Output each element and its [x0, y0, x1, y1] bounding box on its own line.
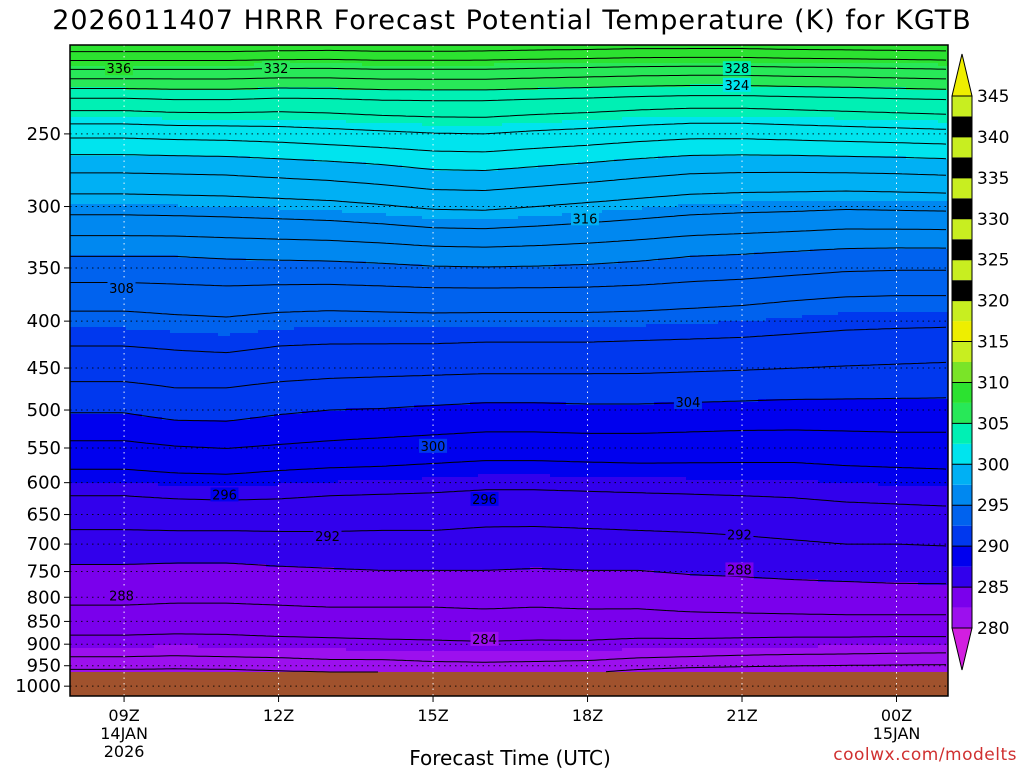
theta-shading [70, 45, 951, 673]
chart-title: 2026011407 HRRR Forecast Potential Tempe… [52, 5, 972, 36]
